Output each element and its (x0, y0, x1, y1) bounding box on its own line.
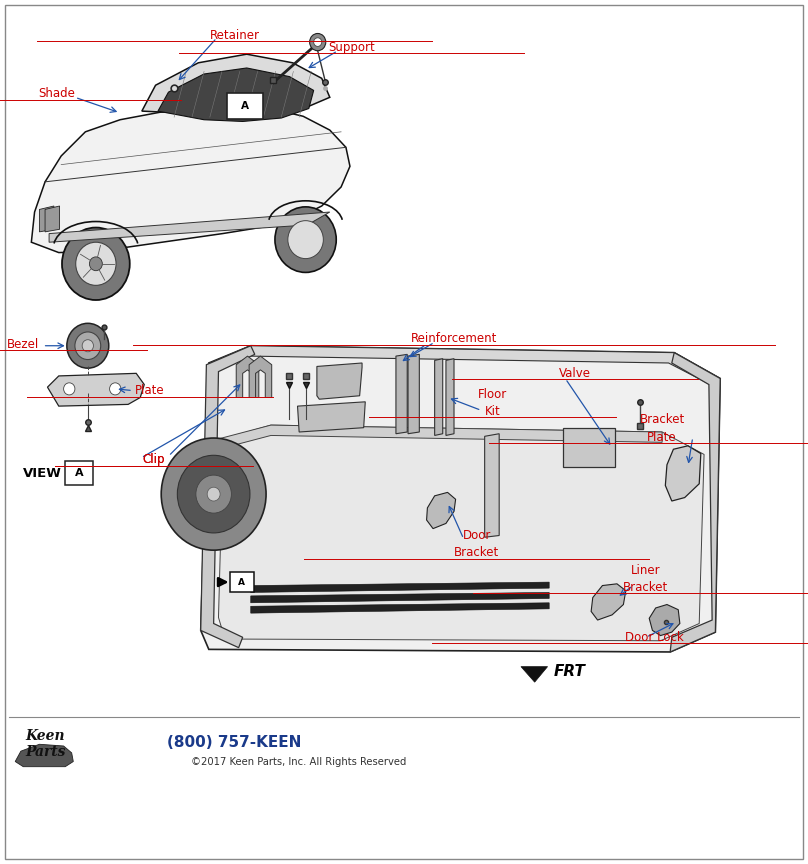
Text: Retainer: Retainer (209, 29, 259, 41)
Text: FRT: FRT (553, 664, 585, 679)
Polygon shape (218, 425, 662, 449)
Circle shape (309, 34, 326, 51)
Polygon shape (665, 446, 701, 501)
Text: Valve: Valve (559, 367, 591, 380)
Text: Reinforcement: Reinforcement (410, 333, 497, 346)
Polygon shape (250, 593, 549, 603)
Polygon shape (236, 356, 259, 397)
Polygon shape (250, 603, 549, 613)
Text: Plate: Plate (647, 430, 677, 444)
Text: ©2017 Keen Parts, Inc. All Rights Reserved: ©2017 Keen Parts, Inc. All Rights Reserv… (191, 757, 407, 766)
Polygon shape (142, 54, 330, 115)
Text: Plate: Plate (135, 384, 165, 397)
Polygon shape (649, 605, 680, 636)
FancyBboxPatch shape (227, 93, 263, 119)
Polygon shape (15, 744, 74, 766)
Text: Liner: Liner (631, 563, 661, 576)
Circle shape (196, 475, 231, 513)
Circle shape (275, 206, 336, 272)
Text: Kit: Kit (485, 405, 501, 418)
Polygon shape (48, 373, 145, 406)
FancyBboxPatch shape (563, 428, 615, 467)
Text: Bracket: Bracket (639, 413, 684, 427)
FancyBboxPatch shape (229, 572, 254, 593)
Circle shape (76, 242, 116, 285)
Text: Clip: Clip (143, 453, 165, 466)
Polygon shape (435, 359, 443, 435)
Text: Bracket: Bracket (454, 546, 499, 559)
Polygon shape (521, 667, 548, 683)
Text: Bezel: Bezel (7, 338, 40, 351)
Text: A: A (74, 468, 83, 479)
Polygon shape (32, 106, 350, 252)
Circle shape (162, 438, 266, 550)
Text: VIEW: VIEW (23, 467, 62, 480)
Polygon shape (446, 359, 454, 435)
Polygon shape (210, 346, 720, 387)
Text: Door Lock: Door Lock (625, 631, 684, 644)
Circle shape (314, 38, 322, 47)
Polygon shape (45, 206, 60, 232)
Text: Shade: Shade (39, 87, 76, 100)
Text: Bracket: Bracket (623, 581, 668, 594)
Polygon shape (297, 402, 365, 432)
Polygon shape (200, 346, 255, 648)
Circle shape (288, 220, 323, 258)
Polygon shape (250, 582, 549, 593)
Text: A: A (241, 101, 249, 111)
Polygon shape (40, 206, 54, 232)
Circle shape (62, 227, 130, 300)
Text: A: A (238, 578, 246, 587)
Circle shape (177, 455, 250, 533)
Circle shape (110, 383, 121, 395)
Polygon shape (396, 354, 407, 434)
Polygon shape (218, 425, 704, 641)
Polygon shape (485, 434, 499, 537)
Polygon shape (670, 353, 720, 652)
Polygon shape (200, 346, 720, 652)
Polygon shape (408, 354, 419, 434)
Text: Clip: Clip (143, 453, 165, 466)
Text: Keen
Parts: Keen Parts (25, 729, 65, 759)
Text: Support: Support (328, 41, 375, 54)
Polygon shape (317, 363, 362, 399)
Circle shape (207, 487, 220, 501)
Polygon shape (249, 356, 271, 397)
Text: (800) 757-KEEN: (800) 757-KEEN (167, 735, 302, 750)
Polygon shape (158, 68, 314, 122)
Polygon shape (427, 492, 456, 529)
Circle shape (82, 340, 94, 352)
Circle shape (67, 323, 109, 368)
Text: Floor: Floor (478, 388, 507, 401)
Circle shape (90, 257, 103, 270)
Polygon shape (49, 212, 330, 242)
Circle shape (64, 383, 75, 395)
Circle shape (75, 332, 101, 359)
Text: Door: Door (462, 529, 490, 542)
Polygon shape (591, 584, 626, 620)
FancyBboxPatch shape (65, 461, 93, 486)
